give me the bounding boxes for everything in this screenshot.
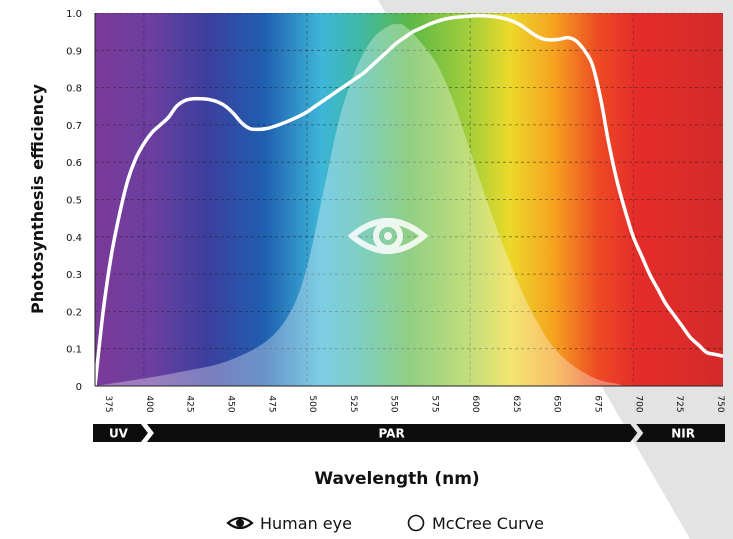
y-axis-label: Photosynthesis efficiency (28, 83, 47, 313)
legend: Human eye McCree Curve (226, 514, 544, 533)
x-tick-label: 425 (185, 395, 195, 412)
band-par (146, 424, 638, 442)
x-tick-label: 525 (348, 395, 358, 412)
y-tick-label: 0.3 (66, 270, 82, 281)
x-tick-label: 550 (389, 395, 399, 412)
y-tick-label: 0.1 (66, 345, 82, 356)
y-tick-label: 0.5 (66, 196, 82, 207)
mccree-curve-line (95, 13, 723, 386)
y-tick-label: 0 (76, 382, 82, 393)
band-label: UV (109, 427, 129, 441)
x-tick-label: 725 (674, 395, 684, 412)
x-tick-label: 475 (266, 395, 276, 412)
x-tick-label: 675 (593, 395, 603, 412)
x-tick-labels: 375 400 425 450 475 500 525 550 575 600 625 650 675 7… (103, 395, 725, 412)
mccree-curve (95, 13, 723, 386)
spectral-band-bar: UV PAR NIR (93, 424, 725, 442)
x-tick-label: 400 (144, 395, 154, 412)
y-tick-label: 0.7 (66, 121, 82, 132)
legend-mccree-label: McCree Curve (432, 514, 544, 533)
x-tick-label: 450 (225, 395, 235, 412)
band-uv (93, 424, 148, 442)
y-tick-label: 0.8 (66, 84, 82, 95)
y-tick-label: 1.0 (66, 9, 82, 20)
grid-lines (95, 13, 723, 386)
x-tick-label: 700 (633, 395, 643, 412)
y-tick-label: 0.9 (66, 46, 82, 57)
eye-watermark-icon (347, 218, 429, 254)
x-tick-label: 600 (470, 395, 480, 412)
y-tick-labels: 0 0.1 0.2 0.3 0.4 0.5 0.6 0.7 0.8 0.9 1.0 (66, 9, 82, 393)
y-tick-label: 0.2 (66, 307, 82, 318)
y-tick-label: 0.4 (66, 233, 82, 244)
x-tick-label: 575 (429, 395, 439, 412)
x-axis-label: Wavelength (nm) (314, 469, 479, 489)
x-tick-label: 500 (307, 395, 317, 412)
x-tick-label: 375 (103, 395, 113, 412)
human-eye-area-fill (95, 23, 723, 386)
x-tick-label: 625 (511, 395, 521, 412)
band-nir (636, 424, 725, 442)
human-eye-area (95, 23, 723, 386)
x-tick-label: 650 (552, 395, 562, 412)
x-tick-label: 750 (715, 395, 725, 412)
band-label: PAR (378, 427, 404, 441)
band-label: NIR (671, 427, 695, 441)
legend-mccree-icon (407, 514, 425, 532)
legend-human-eye-label: Human eye (260, 514, 352, 533)
legend-human-eye-icon (226, 516, 254, 530)
y-tick-label: 0.6 (66, 158, 82, 169)
